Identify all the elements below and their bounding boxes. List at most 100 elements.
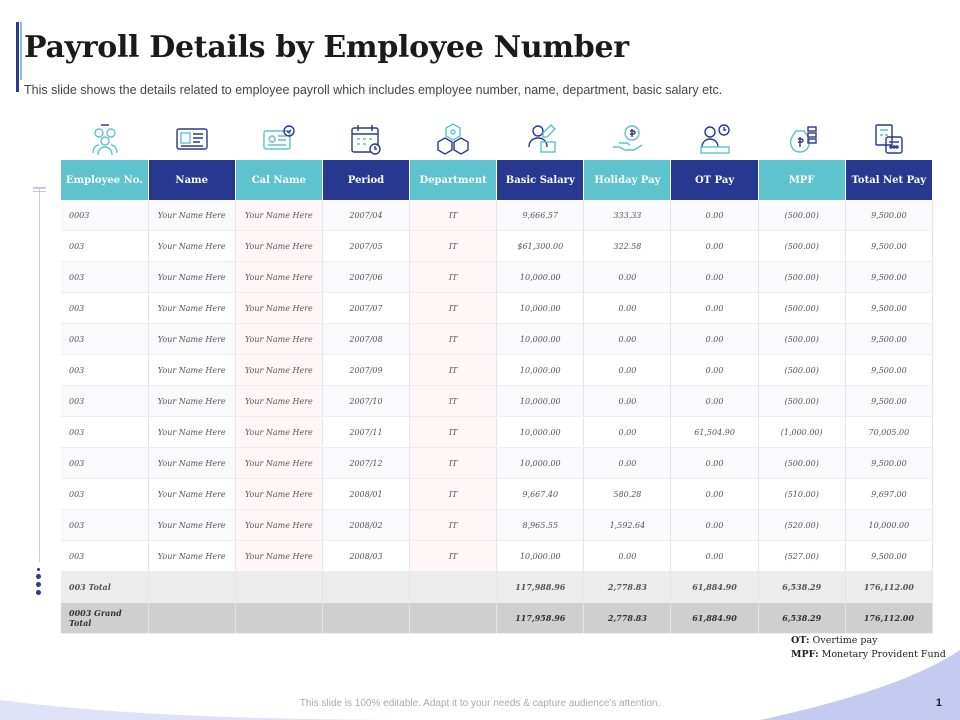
table-row: 003 Your Name Here Your Name Here 2007/09 IT…	[61, 354, 934, 386]
table-cell: (527.00)	[758, 540, 846, 572]
table-cell: 0003	[61, 200, 149, 231]
table-cell: 9,500.00	[845, 292, 934, 324]
table-cell: Your Name Here	[148, 230, 236, 262]
table-cell: (1,000.00)	[758, 416, 846, 448]
table-cell: 2008/02	[322, 509, 411, 541]
table-cell: Your Name Here	[148, 261, 236, 293]
table-grand-total-row: 0003 Grand Total 117,958.96 2,778.83 61,884…	[61, 602, 934, 634]
table-cell: 003	[61, 354, 149, 386]
table-cell: IT	[409, 261, 498, 293]
table-cell: 10,000.00	[496, 447, 585, 479]
header-total-net-pay: Total Net Pay	[845, 160, 934, 200]
footer-note: This slide is 100% editable. Adapt it to…	[299, 698, 661, 709]
table-cell: 0.00	[583, 323, 672, 355]
table-cell: Your Name Here	[148, 323, 236, 355]
table-cell: 2007/10	[322, 385, 411, 417]
table-cell: 2007/06	[322, 261, 411, 293]
table-cell: 2007/07	[322, 292, 411, 324]
table-cell: Your Name Here	[235, 416, 323, 448]
table-cell: 10,000.00	[496, 385, 585, 417]
table-cell: 0.00	[670, 323, 759, 355]
table-cell: 2,778.83	[583, 602, 672, 634]
table-cell: (500.00)	[758, 261, 846, 293]
table-cell: 003	[61, 416, 149, 448]
decorative-wave-right	[760, 650, 960, 720]
header-holiday-pay: Holiday Pay	[583, 160, 672, 200]
table-cell: (500.00)	[758, 230, 846, 262]
table-row: 003 Your Name Here Your Name Here 2007/10 IT…	[61, 385, 934, 417]
table-cell: 2,778.83	[583, 571, 672, 603]
table-cell: Your Name Here	[235, 323, 323, 355]
table-cell: Your Name Here	[235, 385, 323, 417]
table-cell: $61,300.00	[496, 230, 585, 262]
table-cell: 2008/01	[322, 478, 411, 510]
table-cell: 61,504.90	[670, 416, 759, 448]
table-cell: 2007/09	[322, 354, 411, 386]
calculator-icon	[875, 124, 903, 154]
table-cell	[235, 602, 323, 634]
payroll-table: Employee No. Name Cal Name Period Depart…	[61, 160, 934, 634]
money-bag-icon	[790, 126, 817, 153]
table-cell: 003	[61, 509, 149, 541]
table-cell: 9,500.00	[845, 261, 934, 293]
table-cell: IT	[409, 509, 498, 541]
team-icon	[91, 124, 118, 156]
table-cell: IT	[409, 354, 498, 386]
header-ot-pay: OT Pay	[670, 160, 759, 200]
table-cell: IT	[409, 447, 498, 479]
table-cell: 0.00	[670, 478, 759, 510]
table-cell: Your Name Here	[235, 509, 323, 541]
table-cell: Your Name Here	[235, 540, 323, 572]
table-cell: 10,000.00	[496, 354, 585, 386]
table-cell: IT	[409, 540, 498, 572]
table-cell: Your Name Here	[235, 447, 323, 479]
calendar-icon	[351, 125, 381, 155]
table-cell: IT	[409, 385, 498, 417]
table-cell: 9,500.00	[845, 540, 934, 572]
table-cell	[322, 571, 411, 603]
table-cell: 9,666.57	[496, 200, 585, 231]
table-cell: 10,000.00	[496, 416, 585, 448]
table-cell: 2007/11	[322, 416, 411, 448]
decorative-wave-left	[0, 700, 420, 720]
table-cell: 003	[61, 385, 149, 417]
table-cell: Your Name Here	[235, 200, 323, 231]
table-cell: 0.00	[670, 385, 759, 417]
table-cell: 10,000.00	[496, 323, 585, 355]
header-cal-name: Cal Name	[235, 160, 323, 200]
table-cell: 6,538.29	[758, 602, 846, 634]
table-cell: Your Name Here	[148, 509, 236, 541]
table-cell: 003	[61, 230, 149, 262]
certificate-icon	[263, 125, 295, 150]
table-cell: 61,884.90	[670, 602, 759, 634]
table-cell: (500.00)	[758, 447, 846, 479]
table-cell: Your Name Here	[148, 385, 236, 417]
title-accent-bar	[16, 22, 19, 92]
table-row: 003 Your Name Here Your Name Here 2008/03 IT…	[61, 540, 934, 572]
table-row: 0003 Your Name Here Your Name Here 2007/04 I…	[61, 200, 934, 231]
table-cell: 003	[61, 478, 149, 510]
table-cell: (500.00)	[758, 292, 846, 324]
table-cell: 003	[61, 323, 149, 355]
table-cell: 9,500.00	[845, 354, 934, 386]
table-cell: 0003 Grand Total	[61, 602, 149, 634]
table-cell	[409, 571, 498, 603]
table-cell: Your Name Here	[235, 354, 323, 386]
table-cell: 0.00	[583, 292, 672, 324]
title-accent-bar-light	[20, 22, 22, 80]
table-cell: (500.00)	[758, 385, 846, 417]
id-card-icon	[176, 128, 208, 150]
header-basic-salary: Basic Salary	[496, 160, 585, 200]
page-number: 1	[935, 697, 942, 709]
table-cell: 176,112.00	[845, 602, 934, 634]
table-cell: 117,958.96	[496, 602, 585, 634]
table-cell: 2008/03	[322, 540, 411, 572]
table-row: 003 Your Name Here Your Name Here 2007/06 IT…	[61, 261, 934, 293]
table-cell: 333.33	[583, 200, 672, 231]
table-header-row: Employee No. Name Cal Name Period Depart…	[61, 160, 934, 200]
table-cell	[148, 571, 236, 603]
table-cell: 003 Total	[61, 571, 149, 603]
legend-mpf-value: Monetary Provident Fund	[818, 649, 946, 660]
table-row: 003 Your Name Here Your Name Here 2008/01 IT…	[61, 478, 934, 510]
table-cell	[148, 602, 236, 634]
